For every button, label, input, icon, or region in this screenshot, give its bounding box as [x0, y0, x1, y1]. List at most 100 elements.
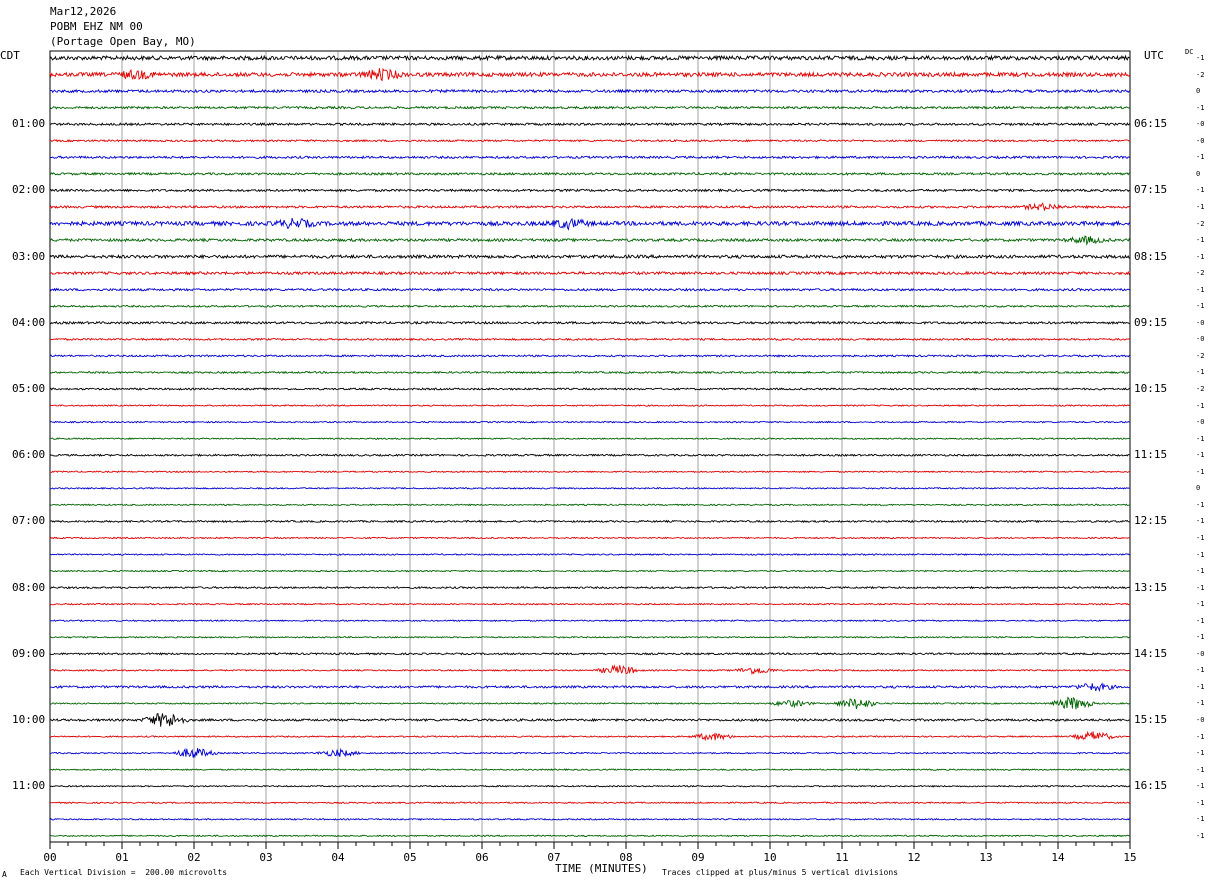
- right-hour-label: 08:15: [1134, 249, 1168, 263]
- x-tick-label: 15: [1123, 851, 1136, 864]
- dc-offset-label: -1: [1196, 600, 1205, 609]
- x-tick-label: 13: [979, 851, 992, 864]
- trace-row-30: [49, 553, 1131, 556]
- trace-row-15: [49, 304, 1131, 309]
- trace-row-45: [49, 801, 1131, 805]
- dc-offset-label: -2: [1196, 70, 1205, 79]
- x-tick-label: 11: [835, 851, 848, 864]
- footer-scale-text: Each Vertical Division = 200.00 microvol…: [20, 868, 228, 877]
- x-tick-label: 14: [1051, 851, 1065, 864]
- dc-offset-label: -0: [1196, 418, 1205, 427]
- trace-row-7: [49, 171, 1131, 176]
- dc-offset-label: -1: [1196, 583, 1205, 592]
- dc-offset-label: -1: [1196, 451, 1205, 460]
- trace-row-27: [49, 503, 1131, 507]
- x-tick-label: 08: [619, 851, 632, 864]
- left-hour-label: 11:00: [12, 779, 46, 793]
- dc-offset-label: -0: [1196, 649, 1205, 658]
- dc-offset-label: -1: [1196, 252, 1205, 261]
- dc-offset-label: -1: [1196, 616, 1205, 625]
- trace-row-39: [49, 696, 1131, 710]
- plot-grid: [49, 50, 1131, 843]
- trace-row-0: [49, 54, 1131, 62]
- dc-offset-label: -1: [1196, 749, 1205, 758]
- x-axis: 00 01 02 03 04 05 06 07 08 09 10 11 12 13 14 15: [43, 842, 1137, 864]
- trace-row-8: [49, 188, 1131, 193]
- trace-row-21: [49, 404, 1131, 407]
- trace-row-1: [49, 67, 1131, 82]
- x-tick-label: 12: [907, 851, 920, 864]
- dc-offset-label: -1: [1196, 153, 1205, 162]
- dc-offset-label: -1: [1196, 285, 1205, 294]
- x-tick-label: 05: [403, 851, 416, 864]
- footer-clip-text: Traces clipped at plus/minus 5 vertical …: [662, 868, 899, 877]
- footer-mark: A: [2, 870, 7, 879]
- left-hour-label: 07:00: [12, 514, 46, 528]
- dc-offset-label: -1: [1196, 533, 1205, 542]
- dc-offset-label: -1: [1196, 517, 1205, 526]
- trace-row-31: [49, 569, 1131, 573]
- dc-offset-label: -1: [1196, 765, 1205, 774]
- trace-row-4: [49, 122, 1131, 127]
- trace-row-11: [49, 235, 1131, 246]
- right-hour-label: 11:15: [1134, 448, 1168, 462]
- trace-row-18: [49, 354, 1131, 358]
- dc-offset-label: -1: [1196, 401, 1205, 410]
- seismic-traces: [49, 54, 1131, 838]
- trace-row-47: [49, 834, 1131, 838]
- trace-row-9: [49, 202, 1131, 211]
- trace-row-37: [49, 664, 1131, 675]
- right-hour-label: 13:15: [1134, 580, 1168, 594]
- right-hour-label: 07:15: [1134, 183, 1168, 197]
- right-hour-label: 10:15: [1134, 382, 1168, 395]
- trace-row-43: [49, 768, 1131, 772]
- dc-offset-label: -1: [1196, 699, 1205, 708]
- dc-offset-label: -2: [1196, 385, 1205, 393]
- trace-row-32: [49, 585, 1131, 590]
- dc-offset-label: -0: [1196, 120, 1205, 129]
- trace-row-28: [49, 519, 1131, 524]
- trace-row-24: [49, 453, 1131, 457]
- left-hour-label: 09:00: [12, 646, 46, 660]
- dc-offset-label: -1: [1196, 302, 1205, 311]
- trace-row-46: [49, 817, 1131, 821]
- dc-offset-label: -1: [1196, 500, 1205, 509]
- dc-offset-label: -1: [1196, 434, 1205, 443]
- dc-offset-label: -0: [1196, 318, 1205, 327]
- trace-row-22: [49, 420, 1131, 424]
- header-date: Mar12,2026: [50, 5, 117, 18]
- x-tick-label: 09: [691, 851, 704, 864]
- left-hour-label: 06:00: [12, 448, 46, 462]
- dc-offset-label: -1: [1196, 202, 1205, 211]
- dc-offset-label: -0: [1196, 716, 1205, 724]
- left-hour-label: 04:00: [12, 315, 46, 329]
- dc-offset-label: 0: [1196, 169, 1201, 178]
- left-hour-label: 05:00: [12, 382, 46, 395]
- dc-offset-label: -1: [1196, 666, 1205, 675]
- trace-row-12: [49, 253, 1131, 260]
- dc-offset-label: -2: [1196, 269, 1205, 278]
- trace-row-36: [49, 652, 1131, 656]
- x-tick-label: 00: [43, 851, 56, 864]
- right-timezone-label: UTC: [1144, 49, 1164, 62]
- trace-row-34: [49, 619, 1131, 623]
- dc-offset-label: -1: [1196, 368, 1205, 377]
- trace-row-25: [49, 470, 1131, 474]
- left-hour-label: 02:00: [12, 183, 46, 197]
- header-location: (Portage Open Bay, MO): [50, 35, 196, 48]
- left-hour-label: 10:00: [12, 713, 46, 726]
- x-tick-label: 10: [763, 851, 776, 864]
- header-station: POBM EHZ NM 00: [50, 20, 143, 33]
- dc-offset-label: -1: [1196, 103, 1205, 112]
- x-tick-label: 04: [331, 851, 345, 864]
- dc-offset-label: -1: [1196, 550, 1205, 559]
- plot-frame: [49, 50, 1131, 843]
- dc-offset-label: -1: [1196, 831, 1205, 840]
- trace-row-20: [49, 387, 1131, 391]
- dc-offset-label: -2: [1196, 351, 1205, 360]
- trace-row-3: [49, 105, 1131, 110]
- trace-row-17: [49, 337, 1131, 342]
- dc-offset-label: -1: [1196, 236, 1205, 245]
- dc-offset-label: -1: [1196, 782, 1205, 791]
